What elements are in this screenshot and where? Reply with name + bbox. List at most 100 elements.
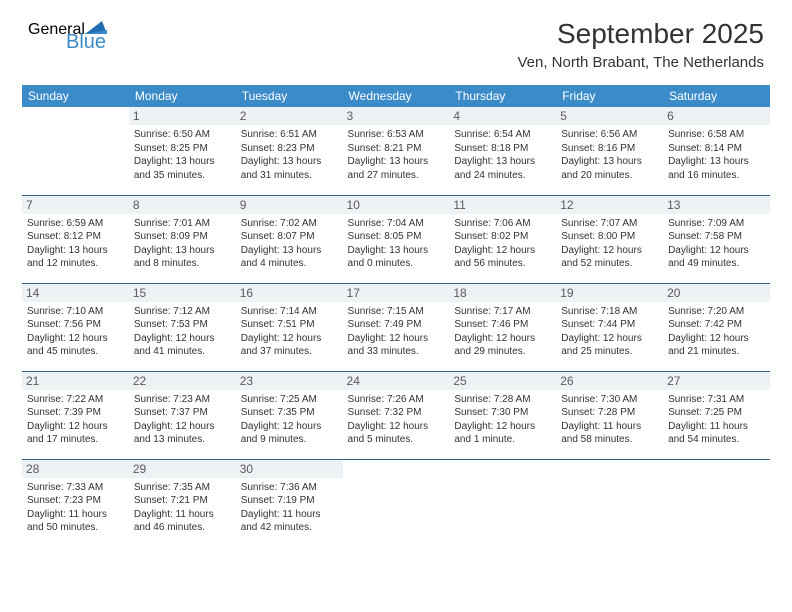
day-cell: 7Sunrise: 6:59 AMSunset: 8:12 PMDaylight… (22, 195, 129, 283)
day-detail-line: Sunrise: 7:10 AM (27, 305, 124, 319)
day-detail-line: Sunrise: 7:23 AM (134, 393, 231, 407)
day-number: 10 (343, 196, 450, 214)
day-detail-line: Sunset: 8:09 PM (134, 230, 231, 244)
day-cell (556, 459, 663, 547)
day-number: 19 (556, 284, 663, 302)
day-cell (663, 459, 770, 547)
day-detail-line: Sunset: 7:32 PM (348, 406, 445, 420)
day-detail-line: Daylight: 12 hours (561, 332, 658, 346)
week-row: 7Sunrise: 6:59 AMSunset: 8:12 PMDaylight… (22, 195, 770, 283)
logo-text: General Blue (28, 18, 107, 51)
day-cell: 5Sunrise: 6:56 AMSunset: 8:16 PMDaylight… (556, 107, 663, 195)
day-detail-line: Sunrise: 7:09 AM (668, 217, 765, 231)
day-detail-line: Sunset: 8:12 PM (27, 230, 124, 244)
day-detail-line: and 17 minutes. (27, 433, 124, 447)
day-detail-line: Sunset: 7:21 PM (134, 494, 231, 508)
day-detail-line: Sunrise: 7:22 AM (27, 393, 124, 407)
day-detail-line: Sunset: 7:58 PM (668, 230, 765, 244)
day-detail-line: and 45 minutes. (27, 345, 124, 359)
day-detail-line: Sunrise: 7:12 AM (134, 305, 231, 319)
logo: General Blue (28, 18, 107, 51)
day-detail-line: and 1 minute. (454, 433, 551, 447)
day-detail-line: Daylight: 12 hours (561, 244, 658, 258)
day-number: 24 (343, 372, 450, 390)
day-detail-line: Sunset: 7:42 PM (668, 318, 765, 332)
day-cell: 8Sunrise: 7:01 AMSunset: 8:09 PMDaylight… (129, 195, 236, 283)
day-cell: 2Sunrise: 6:51 AMSunset: 8:23 PMDaylight… (236, 107, 343, 195)
day-detail-line: Sunset: 7:49 PM (348, 318, 445, 332)
day-detail-line: Sunset: 7:28 PM (561, 406, 658, 420)
day-cell: 17Sunrise: 7:15 AMSunset: 7:49 PMDayligh… (343, 283, 450, 371)
day-detail-line: and 54 minutes. (668, 433, 765, 447)
day-detail-line: and 49 minutes. (668, 257, 765, 271)
day-detail-line: Sunrise: 7:18 AM (561, 305, 658, 319)
day-number: 20 (663, 284, 770, 302)
day-number: 4 (449, 107, 556, 125)
dayhead-wednesday: Wednesday (343, 85, 450, 107)
day-detail-line: and 42 minutes. (241, 521, 338, 535)
day-cell: 14Sunrise: 7:10 AMSunset: 7:56 PMDayligh… (22, 283, 129, 371)
day-detail-line: Daylight: 13 hours (134, 155, 231, 169)
day-detail-line: Sunset: 8:18 PM (454, 142, 551, 156)
day-detail-line: Daylight: 11 hours (134, 508, 231, 522)
day-detail-line: Sunrise: 6:53 AM (348, 128, 445, 142)
day-number: 3 (343, 107, 450, 125)
day-detail-line: and 29 minutes. (454, 345, 551, 359)
day-detail-line: Sunset: 8:16 PM (561, 142, 658, 156)
day-detail-line: Sunset: 7:51 PM (241, 318, 338, 332)
day-detail-line: and 31 minutes. (241, 169, 338, 183)
day-cell: 10Sunrise: 7:04 AMSunset: 8:05 PMDayligh… (343, 195, 450, 283)
week-row: 14 Sunrise: 7:10 AMSunset: 7:56 PM Dayligh… (22, 283, 770, 371)
day-detail-line: Sunset: 7:23 PM (27, 494, 124, 508)
day-detail-line: Sunset: 7:35 PM (241, 406, 338, 420)
day-number: 14 (22, 284, 129, 302)
day-detail-line: Daylight: 11 hours (241, 508, 338, 522)
dayhead-sunday: Sunday (22, 85, 129, 107)
day-detail-line: Daylight: 12 hours (454, 244, 551, 258)
day-detail-line: Sunrise: 7:31 AM (668, 393, 765, 407)
day-detail-line: and 35 minutes. (134, 169, 231, 183)
day-cell: 16Sunrise: 7:14 AMSunset: 7:51 PMDayligh… (236, 283, 343, 371)
day-detail-line: Sunrise: 7:36 AM (241, 481, 338, 495)
day-detail-line: and 13 minutes. (134, 433, 231, 447)
day-cell: 12Sunrise: 7:07 AMSunset: 8:00 PMDayligh… (556, 195, 663, 283)
day-detail-line: Daylight: 12 hours (348, 420, 445, 434)
day-detail-line: Sunrise: 6:58 AM (668, 128, 765, 142)
day-number: 29 (129, 460, 236, 478)
day-cell: 18Sunrise: 7:17 AMSunset: 7:46 PMDayligh… (449, 283, 556, 371)
day-number: 26 (556, 372, 663, 390)
day-detail-line: Sunrise: 7:33 AM (27, 481, 124, 495)
month-title: September 2025 (517, 18, 764, 50)
day-detail-line: Sunset: 7:37 PM (134, 406, 231, 420)
day-detail-line: Sunset: 7:39 PM (27, 406, 124, 420)
day-detail-line: Daylight: 13 hours (241, 155, 338, 169)
day-detail-line: Sunrise: 7:30 AM (561, 393, 658, 407)
dayhead-friday: Friday (556, 85, 663, 107)
day-detail-line: and 24 minutes. (454, 169, 551, 183)
day-cell: 29Sunrise: 7:35 AMSunset: 7:21 PMDayligh… (129, 459, 236, 547)
day-number: 30 (236, 460, 343, 478)
day-detail-line: and 46 minutes. (134, 521, 231, 535)
day-detail-line: Sunset: 7:46 PM (454, 318, 551, 332)
day-detail-line: Sunrise: 6:51 AM (241, 128, 338, 142)
day-detail-line: Sunrise: 7:06 AM (454, 217, 551, 231)
day-detail-line: Sunset: 7:44 PM (561, 318, 658, 332)
day-detail-line: Sunrise: 6:54 AM (454, 128, 551, 142)
day-detail-line: Sunset: 7:56 PM (27, 318, 124, 332)
day-number: 18 (449, 284, 556, 302)
header: General Blue September 2025 Ven, North B… (0, 0, 792, 77)
day-detail-line: Sunrise: 6:50 AM (134, 128, 231, 142)
dayhead-tuesday: Tuesday (236, 85, 343, 107)
day-cell: 11Sunrise: 7:06 AMSunset: 8:02 PMDayligh… (449, 195, 556, 283)
day-number: 23 (236, 372, 343, 390)
day-detail-line: Daylight: 13 hours (241, 244, 338, 258)
day-detail-line: and 41 minutes. (134, 345, 231, 359)
day-detail-line: Daylight: 13 hours (348, 155, 445, 169)
day-detail-line: Sunrise: 7:02 AM (241, 217, 338, 231)
day-detail-line: Daylight: 11 hours (561, 420, 658, 434)
day-detail-line: Sunset: 7:30 PM (454, 406, 551, 420)
day-detail-line: Daylight: 13 hours (27, 244, 124, 258)
day-detail-line: and 9 minutes. (241, 433, 338, 447)
day-cell: 27Sunrise: 7:31 AMSunset: 7:25 PMDayligh… (663, 371, 770, 459)
day-detail-line: Sunset: 8:21 PM (348, 142, 445, 156)
